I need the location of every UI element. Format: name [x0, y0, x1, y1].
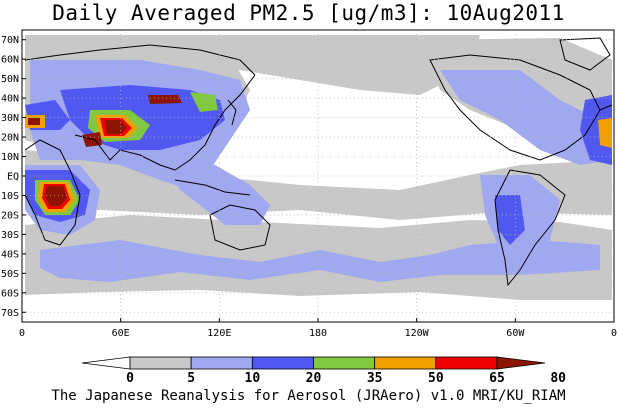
gridlines: [22, 30, 614, 322]
colorbar-level-label: 0: [126, 371, 134, 386]
lat-label: 50S: [1, 269, 19, 280]
field-green-northchina: [190, 92, 218, 112]
colorbar-box: [251, 356, 314, 370]
lon-label: 0: [19, 328, 25, 339]
colorbar-level-label: 50: [428, 371, 444, 386]
field-orange-eastusa: [598, 118, 612, 148]
longitude-labels: 0 60E 120E 180 120W 60W 0: [19, 318, 617, 339]
colorbar-level-label: 20: [306, 371, 322, 386]
lat-label: 20S: [1, 210, 19, 221]
lat-label: 60N: [1, 55, 19, 66]
colorbar-box: [190, 356, 253, 370]
coast-india: [74, 134, 176, 171]
colorbar-level-label: 65: [489, 371, 505, 386]
colorbar-arrow-high: [496, 356, 546, 370]
field-lightblue-southern: [40, 240, 600, 282]
lon-label: 120E: [207, 328, 231, 339]
latitude-labels: 70N 60N 50N 40N 30N 20N 10N EQ 10S 20S 30S 40S 50S 60…: [1, 35, 26, 319]
lat-label: 60S: [1, 288, 19, 299]
lat-label: EQ: [7, 172, 19, 183]
lat-label: 10S: [1, 191, 19, 202]
field-blue-southam: [495, 195, 525, 245]
coast-africa: [24, 139, 81, 246]
colorbar: 0 5 10 20 35 50 65 80: [81, 356, 566, 386]
lat-label: 40S: [1, 249, 19, 260]
colorbar-level-label: 10: [245, 371, 261, 386]
coast-indonesia: [174, 179, 251, 196]
colorbar-level-label: 35: [367, 371, 383, 386]
lat-label: 10N: [1, 152, 19, 163]
coast-asia-east: [174, 74, 256, 171]
coast-greenland: [559, 37, 611, 71]
coast-eurasia-north: [24, 44, 256, 76]
lat-label: 20N: [1, 133, 19, 144]
coastlines: [24, 37, 613, 287]
field-gray-tropics: [25, 150, 612, 220]
lat-label: 70N: [1, 35, 19, 46]
colorbar-box: [435, 356, 498, 370]
coast-japan: [227, 99, 237, 126]
lon-label: 60E: [112, 328, 130, 339]
lon-label: 180: [309, 328, 327, 339]
colorbar-box: [129, 356, 192, 370]
lat-label: 50N: [1, 74, 19, 85]
credit-line: The Japanese Reanalysis for Aerosol (JRA…: [51, 388, 566, 404]
lat-label: 40N: [1, 94, 19, 105]
lon-label: 60W: [506, 328, 525, 339]
colorbar-box: [374, 356, 437, 370]
lon-label: 120W: [405, 328, 430, 339]
coast-australia: [209, 204, 271, 251]
coast-southamerica: [494, 169, 566, 287]
lat-label: 70S: [1, 308, 19, 319]
field-gray-pacific-north: [200, 35, 480, 95]
colorbar-level-label: 5: [187, 371, 195, 386]
lon-label: 0: [611, 328, 617, 339]
field-blue-eastusa: [580, 95, 612, 165]
colorbar-box: [313, 356, 376, 370]
field-darkred-westafrica: [28, 118, 40, 125]
field-darkred-asia: [105, 120, 127, 134]
field-lightblue-maritime: [170, 165, 270, 225]
field-darkred-africa: [45, 186, 67, 206]
map-title: Daily Averaged PM2.5 [ug/m3]: 10Aug2011: [52, 1, 565, 25]
lat-label: 30S: [1, 230, 19, 241]
coast-europe-west: [599, 104, 613, 111]
lat-label: 30N: [1, 113, 19, 124]
colorbar-arrow-low: [81, 356, 131, 370]
field-darkred-mongolia: [148, 95, 182, 104]
coast-northamerica: [429, 54, 601, 161]
colorbar-level-label: 80: [550, 371, 566, 386]
